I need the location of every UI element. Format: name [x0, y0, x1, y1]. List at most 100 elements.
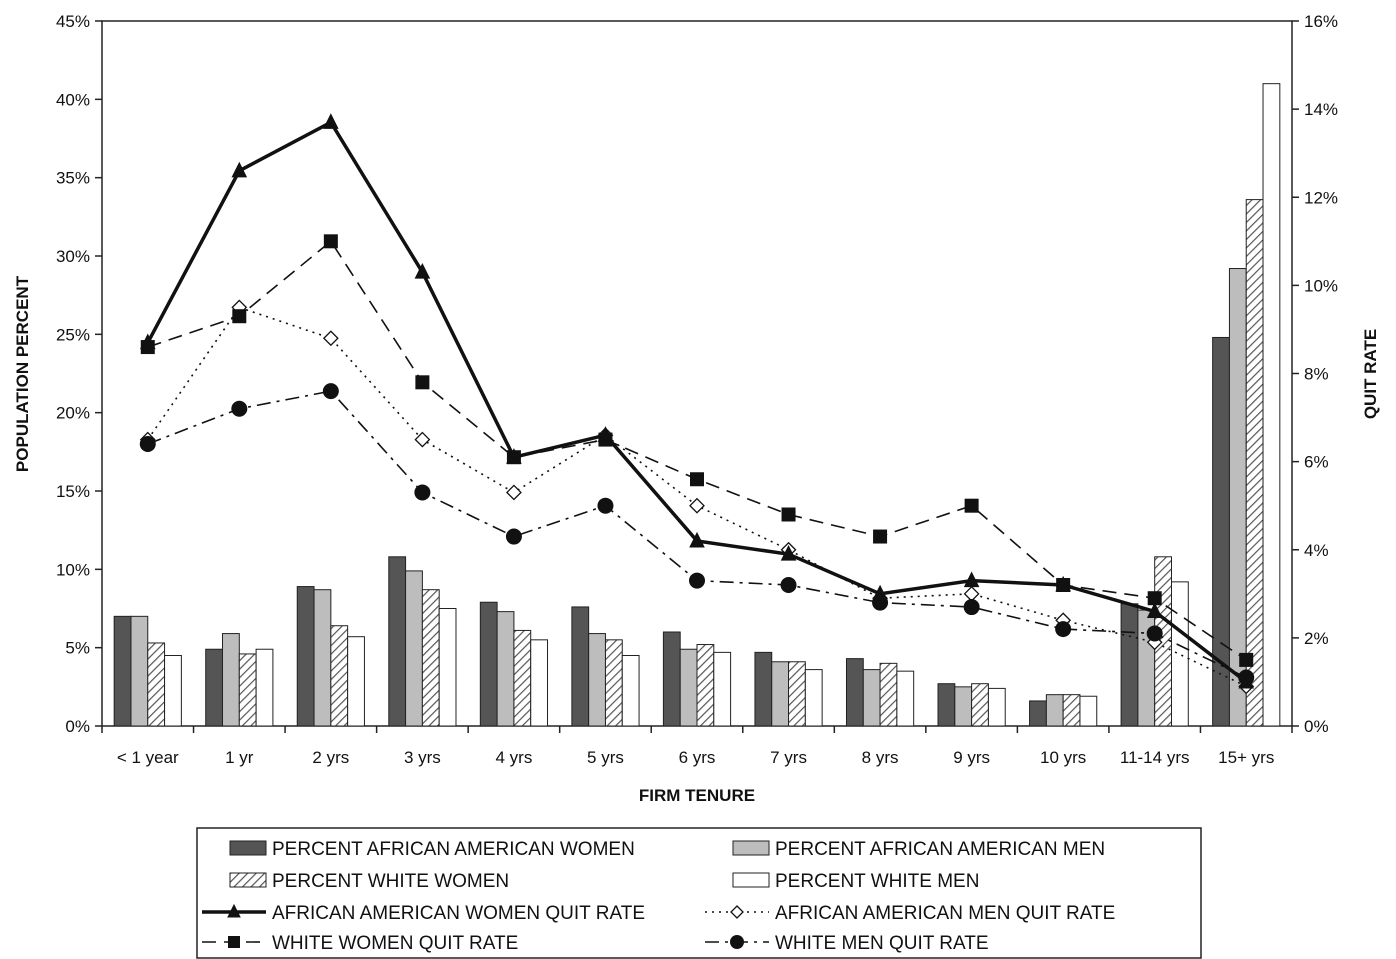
point [963, 571, 980, 588]
point [872, 584, 888, 601]
bar [845, 658, 864, 727]
point [689, 497, 705, 514]
x-tick-label: 9 yrs [953, 748, 990, 767]
legend-swatch [229, 840, 267, 856]
bar [113, 615, 132, 727]
bar [1262, 83, 1281, 727]
bar [313, 589, 332, 727]
point [139, 436, 156, 452]
point [780, 577, 797, 593]
bar [205, 648, 224, 727]
bar [496, 611, 515, 727]
point [415, 375, 430, 390]
point [506, 448, 522, 464]
bar [754, 651, 773, 727]
point [781, 507, 796, 522]
legend: PERCENT AFRICAN AMERICAN WOMEN PERCENT AF… [196, 827, 1202, 959]
bar [479, 601, 498, 727]
y-axis-title: POPULATION PERCENT [13, 275, 32, 472]
point [228, 936, 240, 948]
x-tick-label: 10 yrs [1040, 748, 1086, 767]
plot-frame [101, 20, 1293, 727]
quit-rate-lines [139, 113, 1255, 695]
bar [771, 661, 790, 727]
x-tick-label: 3 yrs [404, 748, 441, 767]
point [780, 545, 797, 561]
point [414, 431, 431, 448]
point [690, 472, 704, 487]
y-tick-label: 30% [56, 247, 90, 266]
bar [438, 608, 457, 727]
bar [679, 648, 698, 727]
bar [788, 661, 806, 727]
bar [604, 639, 623, 727]
y-tick-label: 15% [56, 482, 90, 501]
legend-label: WHITE MEN QUIT RATE [775, 933, 989, 954]
x-tick-label: 7 yrs [770, 748, 807, 767]
bar [862, 669, 881, 727]
point [323, 113, 339, 129]
bar [1062, 694, 1081, 727]
point [231, 161, 248, 178]
bar [238, 653, 257, 727]
x-tick-label: < 1 year [117, 748, 179, 767]
x-tick-label: 8 yrs [862, 748, 899, 767]
legend-label: PERCENT WHITE WOMEN [272, 871, 509, 892]
point [232, 309, 247, 324]
y-tick-label: 45% [56, 12, 90, 31]
legend-label: AFRICAN AMERICAN WOMEN QUIT RATE [272, 903, 645, 924]
y2-tick-label: 10% [1304, 276, 1338, 295]
bar [1245, 199, 1264, 727]
x-tick-label: 4 yrs [496, 748, 533, 767]
bar [1170, 581, 1189, 727]
bar [1120, 603, 1139, 727]
point [1146, 602, 1163, 618]
bar [662, 631, 681, 727]
bar [987, 687, 1006, 727]
bar [405, 570, 423, 727]
bar [421, 589, 440, 727]
plot-area [101, 20, 1293, 727]
point [231, 400, 248, 417]
y2-tick-label: 14% [1304, 100, 1338, 119]
x-tick-label: 6 yrs [679, 748, 716, 767]
point [1055, 575, 1071, 592]
bar [164, 655, 182, 727]
x-tick-label: 2 yrs [312, 748, 349, 767]
legend-label: WHITE WOMEN QUIT RATE [272, 933, 518, 954]
y-tick-label: 40% [56, 90, 90, 109]
point [1239, 652, 1254, 667]
point [1238, 672, 1255, 689]
legend-label: PERCENT AFRICAN AMERICAN WOMEN [272, 839, 635, 860]
bar [621, 655, 640, 727]
y-tick-label: 5% [65, 639, 90, 658]
bar [130, 615, 149, 727]
legend-box [196, 827, 1202, 959]
x-tick-label: 15+ yrs [1218, 748, 1274, 767]
legend-swatch [732, 840, 770, 856]
legend-label: PERCENT AFRICAN AMERICAN MEN [775, 839, 1105, 860]
point [1146, 625, 1163, 642]
point [139, 333, 156, 350]
bar [1029, 700, 1047, 727]
y2-tick-label: 0% [1304, 717, 1329, 736]
bar [330, 625, 349, 727]
bar [296, 586, 315, 727]
legend-label: AFRICAN AMERICAN MEN QUIT RATE [775, 903, 1115, 924]
y2-tick-label: 6% [1304, 453, 1329, 472]
bar [896, 670, 915, 727]
bar [513, 629, 532, 727]
bar [1045, 694, 1064, 727]
point [323, 234, 338, 249]
bars [113, 83, 1281, 727]
x-axis-title: FIRM TENURE [639, 786, 755, 805]
bar [937, 683, 956, 727]
point [597, 426, 614, 442]
point [1147, 591, 1162, 606]
bar [804, 669, 823, 727]
bar [1079, 695, 1098, 727]
y-tick-label: 0% [65, 717, 90, 736]
bar [530, 639, 549, 727]
point [414, 263, 431, 279]
